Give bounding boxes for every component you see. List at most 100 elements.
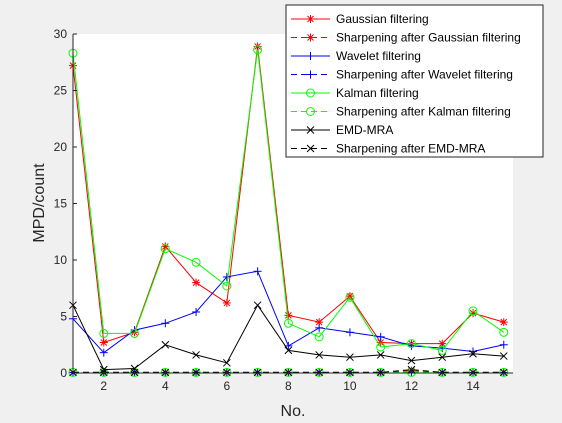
data-point <box>161 319 170 328</box>
data-point <box>376 342 386 352</box>
legend-item: EMD-MRA <box>291 123 393 137</box>
data-point <box>437 345 447 355</box>
legend-label: Sharpening after EMD-MRA <box>336 142 485 156</box>
data-point <box>345 328 354 337</box>
data-point <box>284 311 293 320</box>
legend-marker <box>306 33 315 42</box>
data-point <box>315 351 324 359</box>
legend-item: Sharpening after Gaussian filtering <box>291 31 521 45</box>
data-point <box>191 257 201 267</box>
data-point <box>406 367 416 377</box>
data-point <box>376 368 385 377</box>
data-point <box>346 353 354 362</box>
x-tick-label: 2 <box>100 379 107 393</box>
y-tick-label: 25 <box>54 84 68 98</box>
legend-marker <box>306 88 315 98</box>
data-point <box>99 338 108 347</box>
data-point <box>192 278 201 287</box>
data-point <box>315 368 324 377</box>
y-tick-label: 5 <box>60 310 67 324</box>
y-tick-label: 0 <box>60 366 67 380</box>
legend-marker <box>306 126 315 134</box>
data-point <box>376 351 385 359</box>
data-point <box>407 356 416 365</box>
data-point <box>499 318 508 327</box>
legend-marker <box>306 107 315 116</box>
y-tick-label: 15 <box>54 197 68 211</box>
data-point <box>99 348 108 357</box>
data-point <box>499 367 509 377</box>
legend-label: Kalman filtering <box>336 86 419 100</box>
legend-item: Gaussian filtering <box>291 12 429 26</box>
legend-label: Gaussian filtering <box>336 12 429 26</box>
data-point <box>499 352 508 360</box>
series-5 <box>68 45 509 355</box>
data-point <box>253 45 263 55</box>
data-point <box>130 368 139 377</box>
data-point <box>315 323 324 332</box>
series-line <box>72 49 505 351</box>
legend-marker <box>306 144 315 153</box>
data-point <box>499 368 508 377</box>
y-tick-label: 20 <box>54 140 68 154</box>
data-point <box>345 292 355 302</box>
data-point <box>283 318 293 328</box>
data-point <box>406 339 416 349</box>
legend-item: Kalman filtering <box>291 86 419 100</box>
data-point <box>222 298 231 307</box>
data-point <box>253 301 262 310</box>
data-point <box>222 358 231 367</box>
legend-marker <box>306 52 315 60</box>
data-point <box>314 332 324 342</box>
legend-marker <box>306 15 315 23</box>
legend-label: Sharpening after Wavelet filtering <box>336 68 513 82</box>
data-point <box>222 281 232 291</box>
data-point <box>192 307 201 316</box>
data-point <box>161 340 170 349</box>
legend-label: Sharpening after Gaussian filtering <box>336 31 521 45</box>
tick-layer: 2 4 6 8 10 12 14 0 5 10 15 20 25 30 <box>54 27 480 393</box>
y-tick-label: 10 <box>54 253 68 267</box>
data-point <box>438 353 447 362</box>
y-axis-label: MPD/count <box>31 163 48 243</box>
x-axis-label: No. <box>281 403 306 420</box>
legend-label: Sharpening after Kalman filtering <box>336 105 511 119</box>
x-tick-label: 6 <box>224 379 231 393</box>
legend-item: Sharpening after Wavelet filtering <box>291 68 513 82</box>
y-tick-label: 30 <box>54 27 68 41</box>
data-point <box>438 368 447 377</box>
data-point <box>468 306 478 316</box>
data-point <box>160 367 170 377</box>
data-point <box>499 327 509 337</box>
data-point <box>222 272 231 281</box>
data-point <box>192 368 200 377</box>
data-point <box>376 332 385 341</box>
data-point <box>130 328 140 338</box>
data-point <box>253 368 262 377</box>
data-point <box>222 367 232 377</box>
x-tick-label: 14 <box>466 379 480 393</box>
legend-item: Wavelet filtering <box>291 49 421 63</box>
data-point <box>99 328 109 338</box>
x-tick-label: 12 <box>405 379 419 393</box>
data-point <box>192 351 200 359</box>
legend: Gaussian filtering Sharpening after Gauss… <box>285 4 544 158</box>
legend-item: Sharpening after Kalman filtering <box>291 105 511 119</box>
data-point <box>160 244 170 254</box>
legend-item: Sharpening after EMD-MRA <box>291 142 485 156</box>
data-point <box>469 349 477 358</box>
data-point <box>284 346 293 355</box>
legend-label: EMD-MRA <box>336 123 393 137</box>
data-point <box>130 364 139 373</box>
x-tick-label: 10 <box>343 379 357 393</box>
data-point <box>191 367 201 377</box>
series-7 <box>69 301 508 374</box>
x-tick-label: 4 <box>162 379 169 393</box>
x-tick-label: 8 <box>285 379 292 393</box>
legend-label: Wavelet filtering <box>336 49 421 63</box>
legend-marker <box>306 70 315 79</box>
data-point <box>499 340 508 349</box>
data-point <box>253 267 262 276</box>
legend-box <box>285 4 544 158</box>
